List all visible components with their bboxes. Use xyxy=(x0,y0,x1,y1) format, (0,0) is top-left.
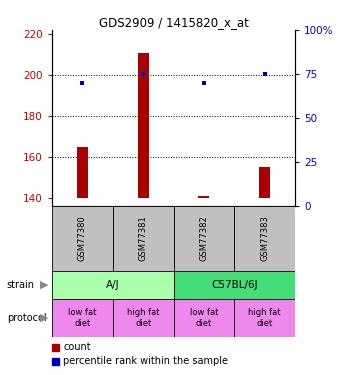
Bar xyxy=(77,147,88,198)
Text: GSM77380: GSM77380 xyxy=(78,216,87,261)
Text: low fat
diet: low fat diet xyxy=(190,308,218,328)
Title: GDS2909 / 1415820_x_at: GDS2909 / 1415820_x_at xyxy=(99,16,249,29)
Bar xyxy=(52,299,113,337)
Bar xyxy=(113,206,173,271)
Text: high fat
diet: high fat diet xyxy=(127,308,159,328)
Bar xyxy=(173,206,234,271)
Bar xyxy=(234,299,295,337)
Text: ▶: ▶ xyxy=(40,280,49,290)
Bar xyxy=(52,271,173,299)
Text: C57BL/6J: C57BL/6J xyxy=(211,280,258,290)
Text: percentile rank within the sample: percentile rank within the sample xyxy=(63,357,228,366)
Text: high fat
diet: high fat diet xyxy=(249,308,281,328)
Bar xyxy=(199,196,209,198)
Text: strain: strain xyxy=(7,280,35,290)
Bar xyxy=(113,299,173,337)
Bar xyxy=(173,299,234,337)
Text: protocol: protocol xyxy=(7,313,47,323)
Bar xyxy=(52,344,59,351)
Text: low fat
diet: low fat diet xyxy=(68,308,97,328)
Bar xyxy=(259,167,270,198)
Bar xyxy=(52,358,59,365)
Bar xyxy=(138,53,149,198)
Text: GSM77381: GSM77381 xyxy=(139,216,148,261)
Bar xyxy=(173,271,295,299)
Text: GSM77383: GSM77383 xyxy=(260,216,269,261)
Bar xyxy=(52,206,113,271)
Text: ▶: ▶ xyxy=(40,313,49,323)
Text: count: count xyxy=(63,342,91,352)
Text: GSM77382: GSM77382 xyxy=(199,216,208,261)
Text: A/J: A/J xyxy=(106,280,120,290)
Bar xyxy=(234,206,295,271)
